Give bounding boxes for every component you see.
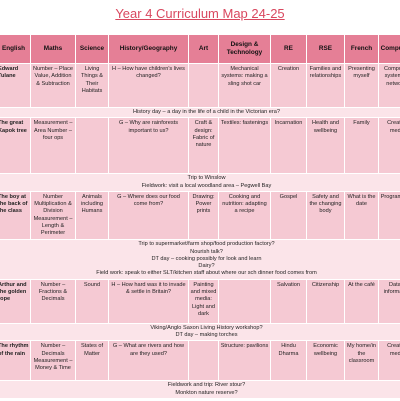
note-text: Nourish talk?: [190, 248, 223, 255]
subject-cell: At the café: [344, 278, 379, 324]
subject-row: The great Kapok tree Measurement – Area N…: [0, 117, 400, 175]
note-text: Trip to supermarket/farm shop/food produ…: [138, 241, 275, 248]
subject-row: The rhythm of the rain Number – Decimals …: [0, 340, 400, 382]
subject-cell: Creative media: [378, 117, 400, 175]
subject-cell: [75, 117, 109, 175]
column-header: RSE: [306, 34, 345, 64]
subject-cell: Creative media: [378, 340, 400, 382]
column-header: French: [344, 34, 379, 64]
subject-cell: Economic wellbeing: [306, 340, 345, 382]
note-row: Trip to supermarket/farm shop/food produ…: [0, 239, 400, 280]
subject-cell: Health and wellbeing: [306, 117, 345, 175]
page-title: Year 4 Curriculum Map 24-25: [115, 6, 285, 21]
subject-cell: G – What are rivers and how are they use…: [108, 340, 189, 382]
subject-cell: Structure: pavilions: [218, 340, 271, 382]
note-text: Fieldwork and trip: River stour?: [167, 382, 246, 389]
subject-cell: Edward Tulane: [0, 63, 31, 108]
subject-row: The boy at the back of the class Number M…: [0, 190, 400, 241]
subject-cell: [188, 63, 219, 108]
note-text: DT day – cooking possibly for look and l…: [151, 255, 262, 262]
note-text: Trip to Winslow: [187, 175, 226, 182]
table-wrap: English Maths Science History/Geography Art D…: [0, 34, 400, 399]
subject-cell: H – How have children's lives changed?: [108, 63, 189, 108]
column-header: Design & Technology: [218, 34, 271, 64]
note-text: Field work: speak to either SLT/kitchen …: [96, 270, 317, 277]
header-row: English Maths Science History/Geography Art D…: [0, 34, 400, 64]
subject-cell: Safety and the changing body: [306, 190, 345, 241]
subject-cell: Number – Place Value, Addition & Subtrac…: [30, 63, 76, 108]
note-text: Viking/Anglo Saxon Living History worksh…: [150, 324, 263, 331]
subject-cell: Creation: [270, 63, 307, 108]
subject-cell: [218, 278, 271, 324]
subject-cell: Data & information: [378, 278, 400, 324]
note-row: Fieldwork and trip: River stour? Monkton …: [0, 380, 400, 399]
subject-cell: What is the date: [344, 190, 379, 241]
subject-cell: Living Things & Their Habitats: [75, 63, 109, 108]
subject-cell: Citizenship: [306, 278, 345, 324]
subject-cell: Incarnation: [270, 117, 307, 175]
subject-cell: Number – Decimals Measurement – Money & …: [30, 340, 76, 382]
subject-cell: Salvation: [270, 278, 307, 324]
subject-cell: Families and relationships: [306, 63, 345, 108]
subject-cell: Gospel: [270, 190, 307, 241]
subject-row: Edward TulaneNumber – Place Value, Addit…: [0, 63, 400, 108]
subject-cell: G – Why are rainforests important to us?: [108, 117, 189, 175]
subject-cell: Craft & design: Fabric of nature: [188, 117, 219, 175]
note-row: Trip to Winslow Fieldwork: visit a local …: [0, 173, 400, 192]
subject-cell: Drawing: Power prints: [188, 190, 219, 241]
column-header: Computing: [378, 34, 400, 64]
subject-cell: My home/in the classroom: [344, 340, 379, 382]
subject-cell: Cooking and nutrition: adapting a recipe: [218, 190, 271, 241]
subject-cell: H – How hard was it to invade & settle i…: [108, 278, 189, 324]
subject-cell: Arthur and the golden rope: [0, 278, 31, 324]
subject-cell: Animals including Humans: [75, 190, 109, 241]
note-cell: History day – a day in the life of a chi…: [0, 106, 400, 119]
column-header: Art: [188, 34, 219, 64]
subject-cell: Painting and mixed media: Light and dark: [188, 278, 219, 324]
note-text: DT day – making torches: [175, 331, 238, 338]
column-header: Maths: [30, 34, 76, 64]
subject-cell: Mechanical systems: making a sling shot …: [218, 63, 271, 108]
column-header: RE: [270, 34, 307, 64]
subject-cell: Hindu Dharma: [270, 340, 307, 382]
subject-cell: Textiles: fastenings: [218, 117, 271, 175]
note-cell: Fieldwork and trip: River stour? Monkton …: [0, 380, 400, 399]
note-text: Monkton nature reserve?: [175, 389, 238, 396]
subject-cell: G – Where does our food come from?: [108, 190, 189, 241]
subject-cell: Number – Fractions & Decimals: [30, 278, 76, 324]
note-text: Fieldwork: visit a local woodland area –…: [141, 182, 272, 189]
subject-cell: The boy at the back of the class: [0, 190, 31, 241]
note-row: History day – a day in the life of a chi…: [0, 106, 400, 119]
subject-row: Arthur and the golden ropeNumber – Fract…: [0, 278, 400, 324]
note-cell: Viking/Anglo Saxon Living History worksh…: [0, 322, 400, 342]
subject-cell: Computing systems & networks: [378, 63, 400, 108]
subject-cell: States of Matter: [75, 340, 109, 382]
subject-cell: [188, 340, 219, 382]
subject-cell: The great Kapok tree: [0, 117, 31, 175]
note-text: Dairy?: [198, 263, 215, 270]
subject-cell: Programming: [378, 190, 400, 241]
subject-cell: Presenting myself: [344, 63, 379, 108]
subject-cell: Family: [344, 117, 379, 175]
subject-cell: Measurement – Area Number – four ops: [30, 117, 76, 175]
curriculum-table: English Maths Science History/Geography Art D…: [0, 34, 400, 399]
note-cell: Trip to Winslow Fieldwork: visit a local …: [0, 173, 400, 192]
subject-cell: The rhythm of the rain: [0, 340, 31, 382]
subject-cell: Sound: [75, 278, 109, 324]
subject-cell: Number Multiplication & Division Measure…: [30, 190, 76, 241]
note-row: Viking/Anglo Saxon Living History worksh…: [0, 322, 400, 342]
column-header: History/Geography: [108, 34, 189, 64]
column-header: Science: [75, 34, 109, 64]
note-cell: Trip to supermarket/farm shop/food produ…: [0, 239, 400, 280]
note-text: History day – a day in the life of a chi…: [133, 109, 280, 115]
column-header: English: [0, 34, 31, 64]
